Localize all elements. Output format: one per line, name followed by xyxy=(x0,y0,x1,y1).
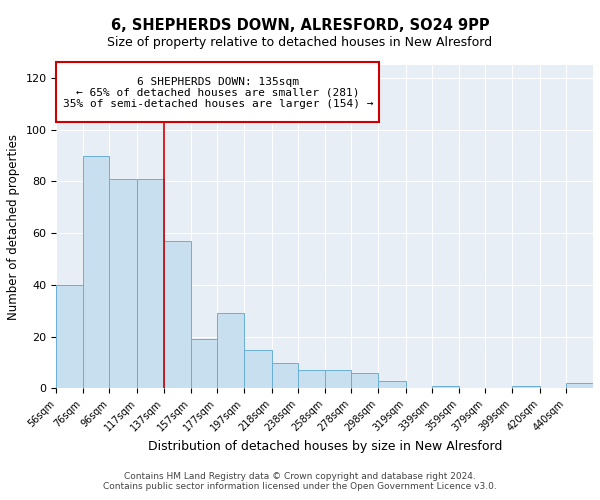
Bar xyxy=(56,62,379,122)
Text: 35% of semi-detached houses are larger (154) →: 35% of semi-detached houses are larger (… xyxy=(62,98,373,108)
Bar xyxy=(325,370,351,388)
Bar xyxy=(566,384,593,388)
Text: 6, SHEPHERDS DOWN, ALRESFORD, SO24 9PP: 6, SHEPHERDS DOWN, ALRESFORD, SO24 9PP xyxy=(110,18,490,32)
Bar xyxy=(137,179,164,388)
Bar xyxy=(298,370,325,388)
Bar xyxy=(512,386,540,388)
X-axis label: Distribution of detached houses by size in New Alresford: Distribution of detached houses by size … xyxy=(148,440,502,453)
Text: Size of property relative to detached houses in New Alresford: Size of property relative to detached ho… xyxy=(107,36,493,49)
Bar xyxy=(351,373,378,388)
Text: 6 SHEPHERDS DOWN: 135sqm: 6 SHEPHERDS DOWN: 135sqm xyxy=(137,76,299,86)
Text: Contains public sector information licensed under the Open Government Licence v3: Contains public sector information licen… xyxy=(103,482,497,491)
Bar xyxy=(272,362,298,388)
Bar xyxy=(164,241,191,388)
Y-axis label: Number of detached properties: Number of detached properties xyxy=(7,134,20,320)
Bar xyxy=(244,350,272,389)
Bar xyxy=(378,380,406,388)
Bar xyxy=(191,340,217,388)
Bar xyxy=(109,179,137,388)
Bar xyxy=(83,156,109,388)
Text: ← 65% of detached houses are smaller (281): ← 65% of detached houses are smaller (28… xyxy=(76,87,359,97)
Bar xyxy=(56,285,83,389)
Bar xyxy=(433,386,459,388)
Text: Contains HM Land Registry data © Crown copyright and database right 2024.: Contains HM Land Registry data © Crown c… xyxy=(124,472,476,481)
Bar xyxy=(217,314,244,388)
